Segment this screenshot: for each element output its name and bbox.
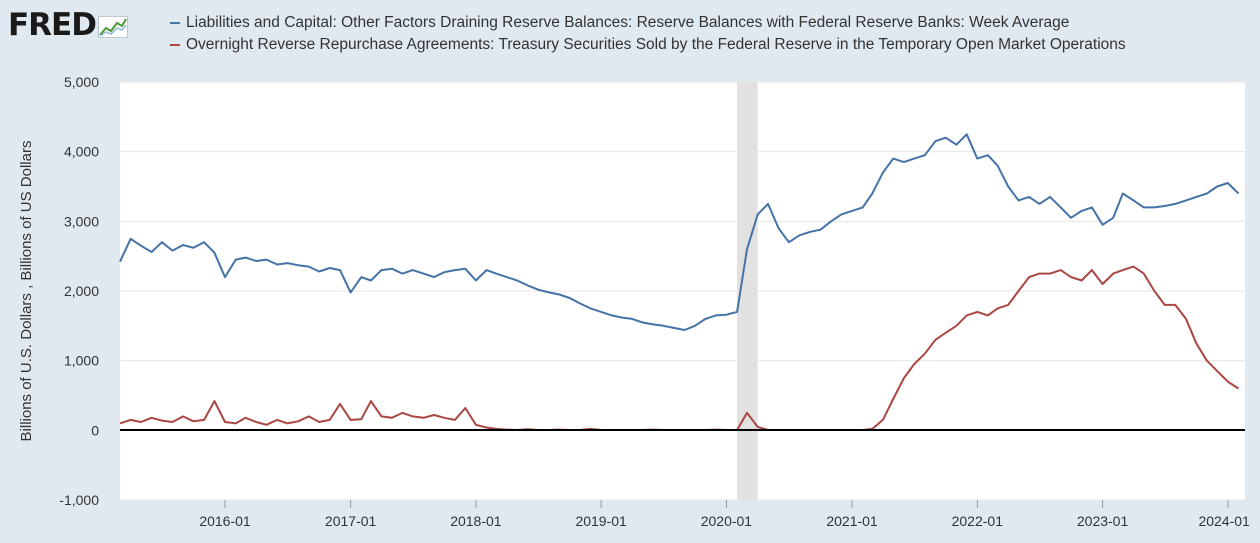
legend-label-series-2: Overnight Reverse Repurchase Agreements:… bbox=[186, 36, 1126, 53]
x-tick-label-8: 2024-01 bbox=[1198, 513, 1250, 529]
x-tick-label-3: 2019-01 bbox=[575, 513, 627, 529]
y-tick-label-0: 5,000 bbox=[64, 74, 99, 90]
y-tick-label-5: 0 bbox=[91, 422, 99, 438]
legend-item-series-1[interactable]: Liabilities and Capital: Other Factors D… bbox=[170, 12, 1126, 34]
x-axis-ticks: 2016-01 2017-01 2018-01 2019-01 2020-01 2021-… bbox=[199, 500, 1250, 529]
y-tick-label-6: -1,000 bbox=[59, 492, 99, 508]
legend-swatch-series-1 bbox=[170, 22, 180, 24]
y-tick-label-2: 3,000 bbox=[64, 213, 99, 229]
chart-legend: Liabilities and Capital: Other Factors D… bbox=[170, 12, 1126, 56]
y-axis-ticks: 5,000 4,000 3,000 2,000 1,000 0 -1,000 bbox=[59, 74, 99, 508]
x-tick-label-2: 2018-01 bbox=[450, 513, 502, 529]
x-tick-label-4: 2020-01 bbox=[701, 513, 753, 529]
x-tick-label-0: 2016-01 bbox=[199, 513, 251, 529]
gridlines bbox=[120, 81, 1245, 501]
y-tick-label-3: 2,000 bbox=[64, 283, 99, 299]
x-tick-label-1: 2017-01 bbox=[325, 513, 377, 529]
series-line-1 bbox=[119, 133, 1240, 331]
y-tick-label-1: 4,000 bbox=[64, 144, 99, 160]
fred-wordmark: FRED bbox=[8, 7, 97, 43]
fred-logo[interactable]: FRED bbox=[8, 6, 128, 44]
legend-item-series-2[interactable]: Overnight Reverse Repurchase Agreements:… bbox=[170, 34, 1126, 56]
x-tick-label-6: 2022-01 bbox=[952, 513, 1004, 529]
x-tick-label-7: 2023-01 bbox=[1077, 513, 1129, 529]
y-axis-title: Billions of U.S. Dollars , Billions of U… bbox=[18, 141, 35, 442]
x-tick-label-5: 2021-01 bbox=[826, 513, 878, 529]
fred-chart-icon bbox=[97, 16, 128, 38]
legend-swatch-series-2 bbox=[170, 44, 180, 46]
y-tick-label-4: 1,000 bbox=[64, 353, 99, 369]
legend-label-series-1: Liabilities and Capital: Other Factors D… bbox=[186, 14, 1070, 31]
